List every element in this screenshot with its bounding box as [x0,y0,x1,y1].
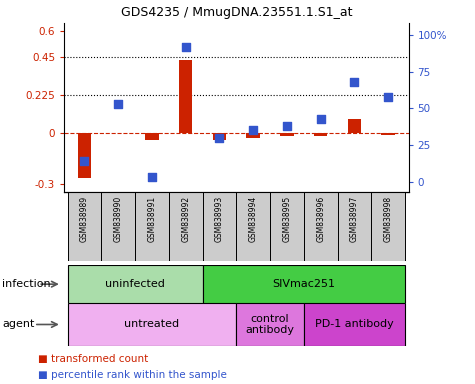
Point [216,134,223,141]
Bar [202,265,405,303]
Text: SIVmac251: SIVmac251 [272,279,335,289]
Bar [280,133,294,136]
Point [182,43,190,50]
Text: agent: agent [2,319,35,329]
Point [249,127,257,133]
Bar [145,133,159,140]
Text: GSM838991: GSM838991 [147,195,156,242]
Bar [179,60,192,133]
Point [148,174,156,180]
Text: control
antibody: control antibody [246,314,294,335]
Bar [247,133,260,138]
Bar [135,192,169,261]
Bar [213,133,226,140]
Point [283,123,291,129]
Text: GSM838990: GSM838990 [114,195,123,242]
Bar [202,192,237,261]
Text: ■ percentile rank within the sample: ■ percentile rank within the sample [38,370,227,380]
Text: GSM838992: GSM838992 [181,195,190,242]
Title: GDS4235 / MmugDNA.23551.1.S1_at: GDS4235 / MmugDNA.23551.1.S1_at [121,6,352,19]
Bar [77,133,91,179]
Bar [270,192,304,261]
Text: GSM838994: GSM838994 [249,195,258,242]
Bar [101,192,135,261]
Text: uninfected: uninfected [105,279,165,289]
Bar [169,192,202,261]
Bar [381,133,395,134]
Bar [237,303,304,346]
Text: GSM838997: GSM838997 [350,195,359,242]
Bar [371,192,405,261]
Point [114,101,122,107]
Bar [67,303,237,346]
Point [351,79,358,85]
Point [81,158,88,164]
Point [317,116,324,122]
Bar [338,192,371,261]
Text: GSM838998: GSM838998 [384,195,393,242]
Text: GSM838995: GSM838995 [283,195,292,242]
Text: ■ transformed count: ■ transformed count [38,354,148,364]
Bar [304,303,405,346]
Text: PD-1 antibody: PD-1 antibody [315,319,394,329]
Text: infection: infection [2,279,51,289]
Bar [314,133,327,136]
Bar [304,192,338,261]
Bar [67,192,101,261]
Bar [67,265,202,303]
Text: GSM838996: GSM838996 [316,195,325,242]
Bar [237,192,270,261]
Text: GSM838993: GSM838993 [215,195,224,242]
Text: GSM838989: GSM838989 [80,195,89,242]
Point [384,93,392,99]
Text: untreated: untreated [124,319,180,329]
Bar [348,119,361,133]
